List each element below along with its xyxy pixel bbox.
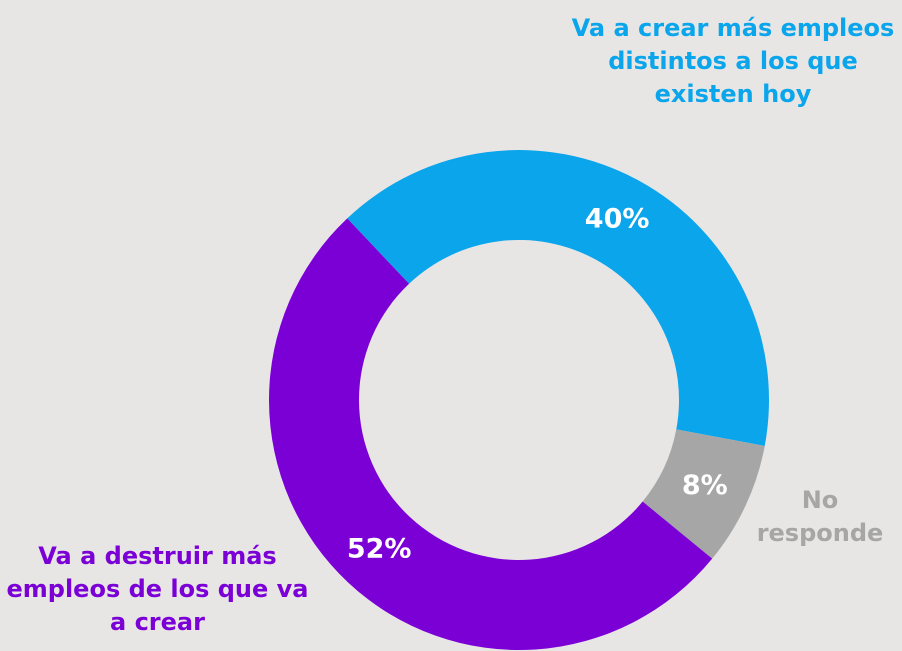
value-label: 8% xyxy=(682,470,728,501)
category-label: Va a destruir más empleos de los que va … xyxy=(6,542,309,636)
category-label: No responde xyxy=(756,486,884,547)
donut-slice xyxy=(268,218,713,651)
value-label: 40% xyxy=(585,204,650,235)
value-label: 52% xyxy=(347,533,412,564)
donut-slice xyxy=(642,429,765,559)
donut-slice xyxy=(347,150,769,446)
category-label: Va a crear más empleos distintos a los q… xyxy=(571,14,895,108)
